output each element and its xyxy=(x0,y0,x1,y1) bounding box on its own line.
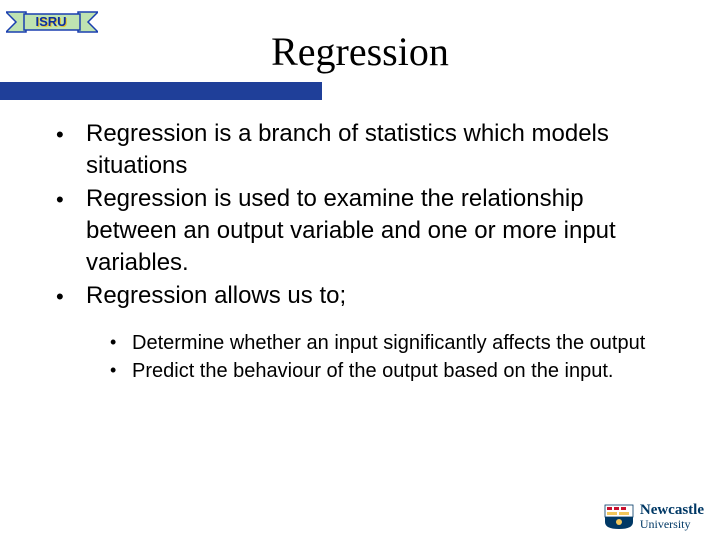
sub-bullet-item: Predict the behaviour of the output base… xyxy=(108,358,680,384)
badge-label: ISRU xyxy=(35,14,66,29)
bullet-text: Regression allows us to; xyxy=(86,282,346,309)
university-logo: Newcastle University xyxy=(604,503,704,530)
accent-bar xyxy=(0,82,322,100)
bullet-item: Regression is a branch of statistics whi… xyxy=(50,118,680,181)
bullet-item: Regression allows us to; Determine wheth… xyxy=(50,280,680,384)
bullet-text: Regression is used to examine the relati… xyxy=(86,185,616,275)
sub-bullet-text: Predict the behaviour of the output base… xyxy=(132,360,613,382)
bullet-text: Regression is a branch of statistics whi… xyxy=(86,120,609,179)
page-title: Regression xyxy=(0,28,720,75)
university-line2: University xyxy=(640,518,704,530)
sub-bullet-text: Determine whether an input significantly… xyxy=(132,332,645,354)
main-bullet-list: Regression is a branch of statistics whi… xyxy=(50,118,680,385)
sub-bullet-list: Determine whether an input significantly… xyxy=(108,330,680,385)
university-name: Newcastle University xyxy=(640,503,704,530)
bullet-item: Regression is used to examine the relati… xyxy=(50,183,680,278)
university-line1: Newcastle xyxy=(640,503,704,518)
content-area: Regression is a branch of statistics whi… xyxy=(50,118,680,387)
crest-icon xyxy=(604,504,634,530)
sub-bullet-item: Determine whether an input significantly… xyxy=(108,330,680,356)
